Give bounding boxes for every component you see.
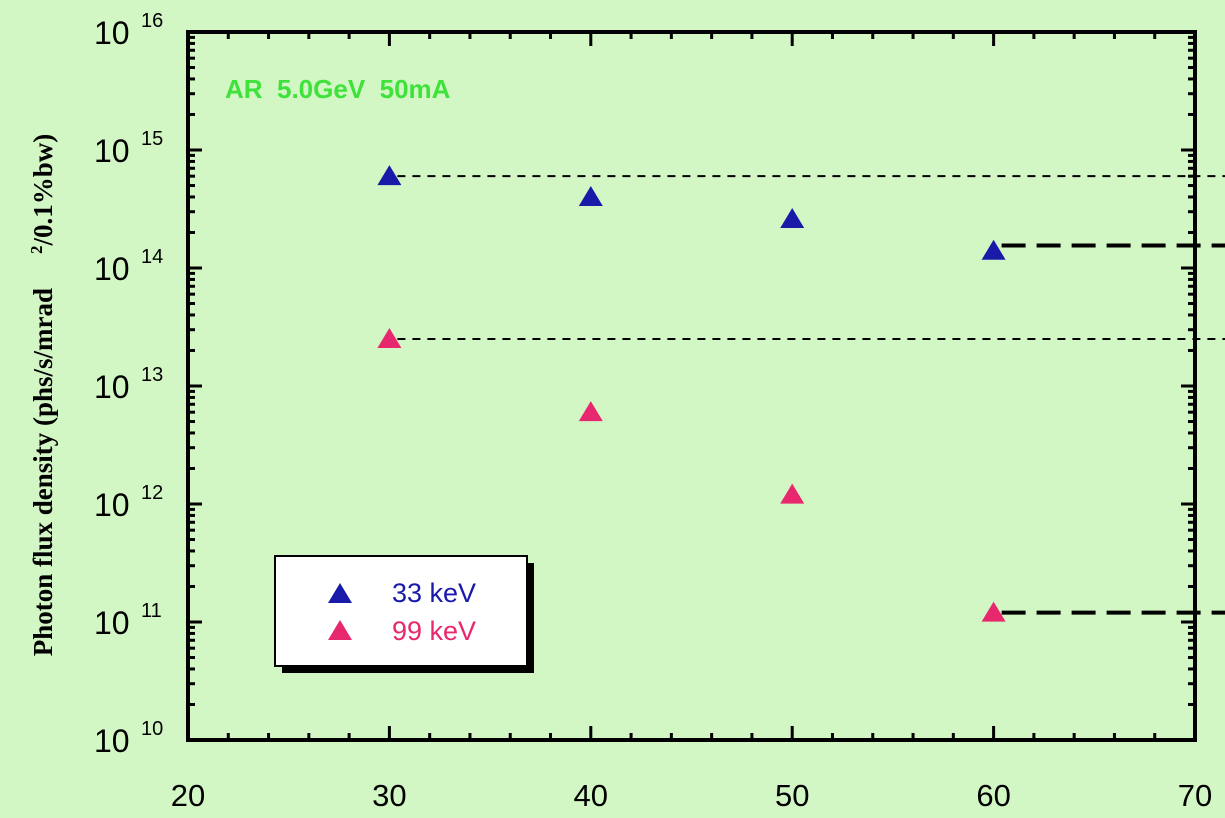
data-point-33kev [780,208,805,229]
y-tick-label: 10 [94,487,130,523]
data-point-33kev [578,185,603,206]
y-tick-label: 10 [94,251,130,287]
y-tick-exponent: 13 [141,364,163,386]
legend-label-99kev: 99 keV [392,616,476,646]
x-tick-label: 70 [1178,778,1212,813]
plot-frame [186,30,1197,742]
x-tick-labels: 20 30 40 50 60 70 [171,778,1212,813]
legend: 33 keV 99 keV [274,555,534,673]
y-tick-label: 10 [94,605,130,641]
legend-marker-33kev [328,583,352,603]
data-points [377,165,1006,622]
y-tick-labels: 10 10 10 11 10 12 10 13 10 14 10 15 10 16 [94,10,163,759]
x-tick-label: 60 [976,778,1010,813]
legend-box [274,555,528,667]
y-tick-exponent: 11 [141,600,162,622]
y-tick-exponent: 12 [141,482,163,504]
y-tick-exponent: 15 [141,128,163,150]
data-point-99kev [981,601,1006,622]
x-tick-label: 50 [775,778,809,813]
data-point-33kev [981,239,1006,260]
y-tick-exponent: 14 [141,246,163,268]
y-tick-exponent: 10 [141,718,163,740]
y-tick-label: 10 [94,15,130,51]
x-tick-label: 30 [372,778,406,813]
y-tick-label: 10 [94,369,130,405]
data-point-99kev [780,483,805,504]
x-tick-label: 40 [574,778,608,813]
chart-annotation: AR 5.0GeV 50mA [225,74,451,104]
y-axis-label: Photon flux density (phs/s/mrad2/0.1%bw) [27,134,58,657]
reference-lines [397,175,1225,615]
legend-marker-99kev [328,620,352,640]
data-point-99kev [377,328,402,349]
data-point-33kev [377,165,402,186]
x-tick-label: 20 [171,778,205,813]
legend-label-33kev: 33 keV [392,578,476,608]
y-tick-label: 10 [94,133,130,169]
data-point-99kev [578,401,603,422]
y-tick-exponent: 16 [141,10,163,32]
y-tick-label: 10 [94,723,130,759]
